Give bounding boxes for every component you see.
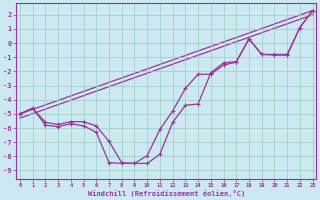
- X-axis label: Windchill (Refroidissement éolien,°C): Windchill (Refroidissement éolien,°C): [88, 190, 245, 197]
